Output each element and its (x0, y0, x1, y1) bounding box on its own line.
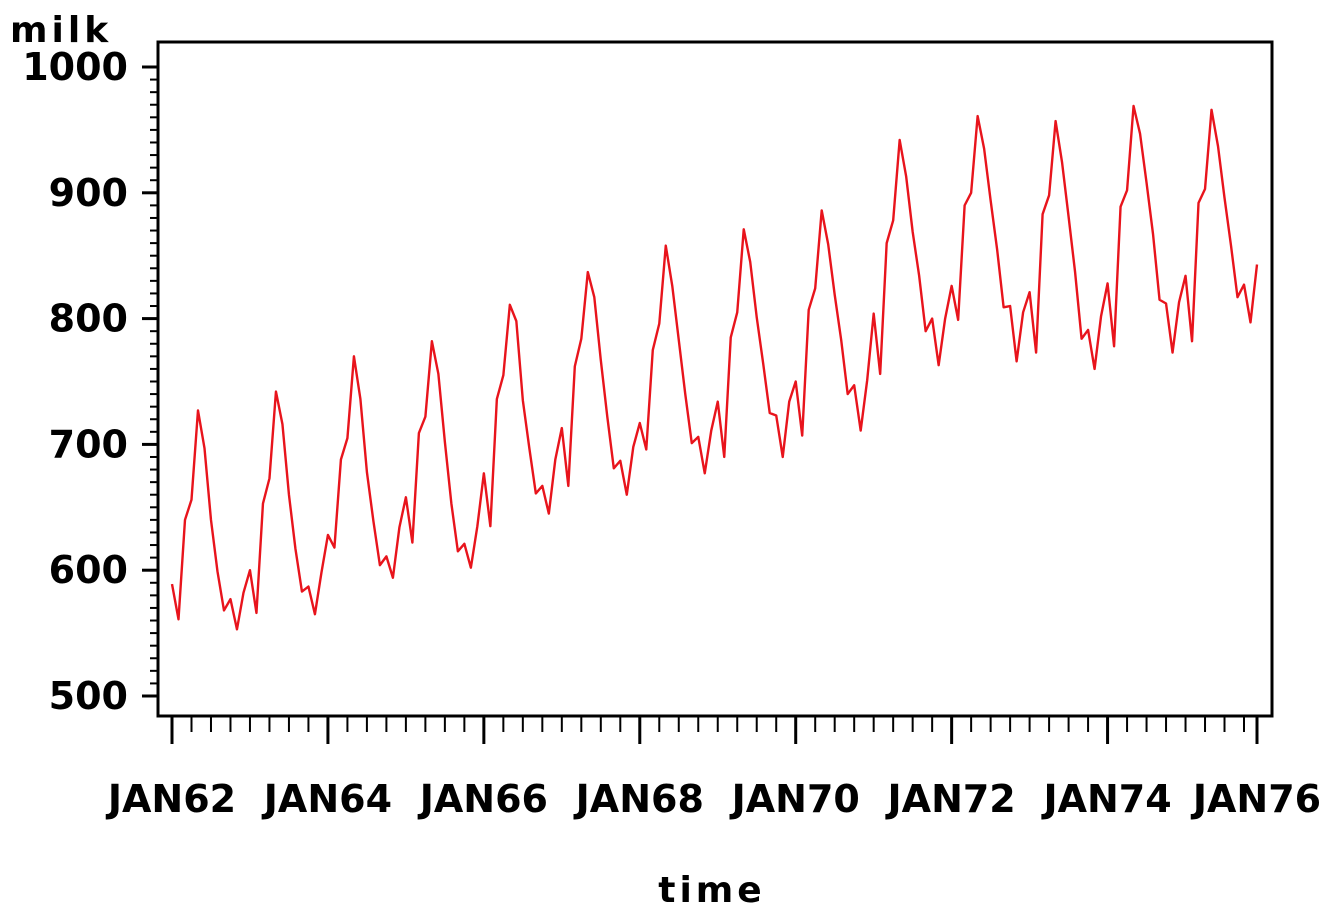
x-tick-label: JAN62 (105, 777, 236, 821)
y-axis-title: milk (10, 10, 112, 51)
x-tick-label: JAN74 (1040, 777, 1171, 821)
y-tick-label: 600 (49, 548, 128, 592)
y-tick-label: 900 (49, 171, 128, 215)
x-tick-label: JAN70 (729, 777, 860, 821)
x-tick-label: JAN76 (1190, 777, 1321, 821)
x-tick-label: JAN64 (261, 777, 392, 821)
x-tick-label: JAN66 (417, 777, 548, 821)
y-tick-label: 1000 (22, 45, 128, 89)
plot-frame (156, 40, 1274, 718)
y-tick-label: 500 (49, 674, 128, 718)
y-tick-label: 800 (49, 297, 128, 341)
milk-series-line (170, 104, 1259, 631)
y-axis: 500 600 700 800 900 1000 (22, 45, 158, 718)
series-layer (170, 104, 1259, 631)
x-tick-label: JAN68 (573, 777, 704, 821)
y-tick-label: 700 (49, 422, 128, 466)
x-axis-title: time (658, 870, 765, 910)
x-tick-label: JAN72 (885, 777, 1016, 821)
x-axis: JAN62 JAN64 JAN66 JAN68 JAN70 JAN72 JAN74 JAN76 (105, 716, 1321, 821)
